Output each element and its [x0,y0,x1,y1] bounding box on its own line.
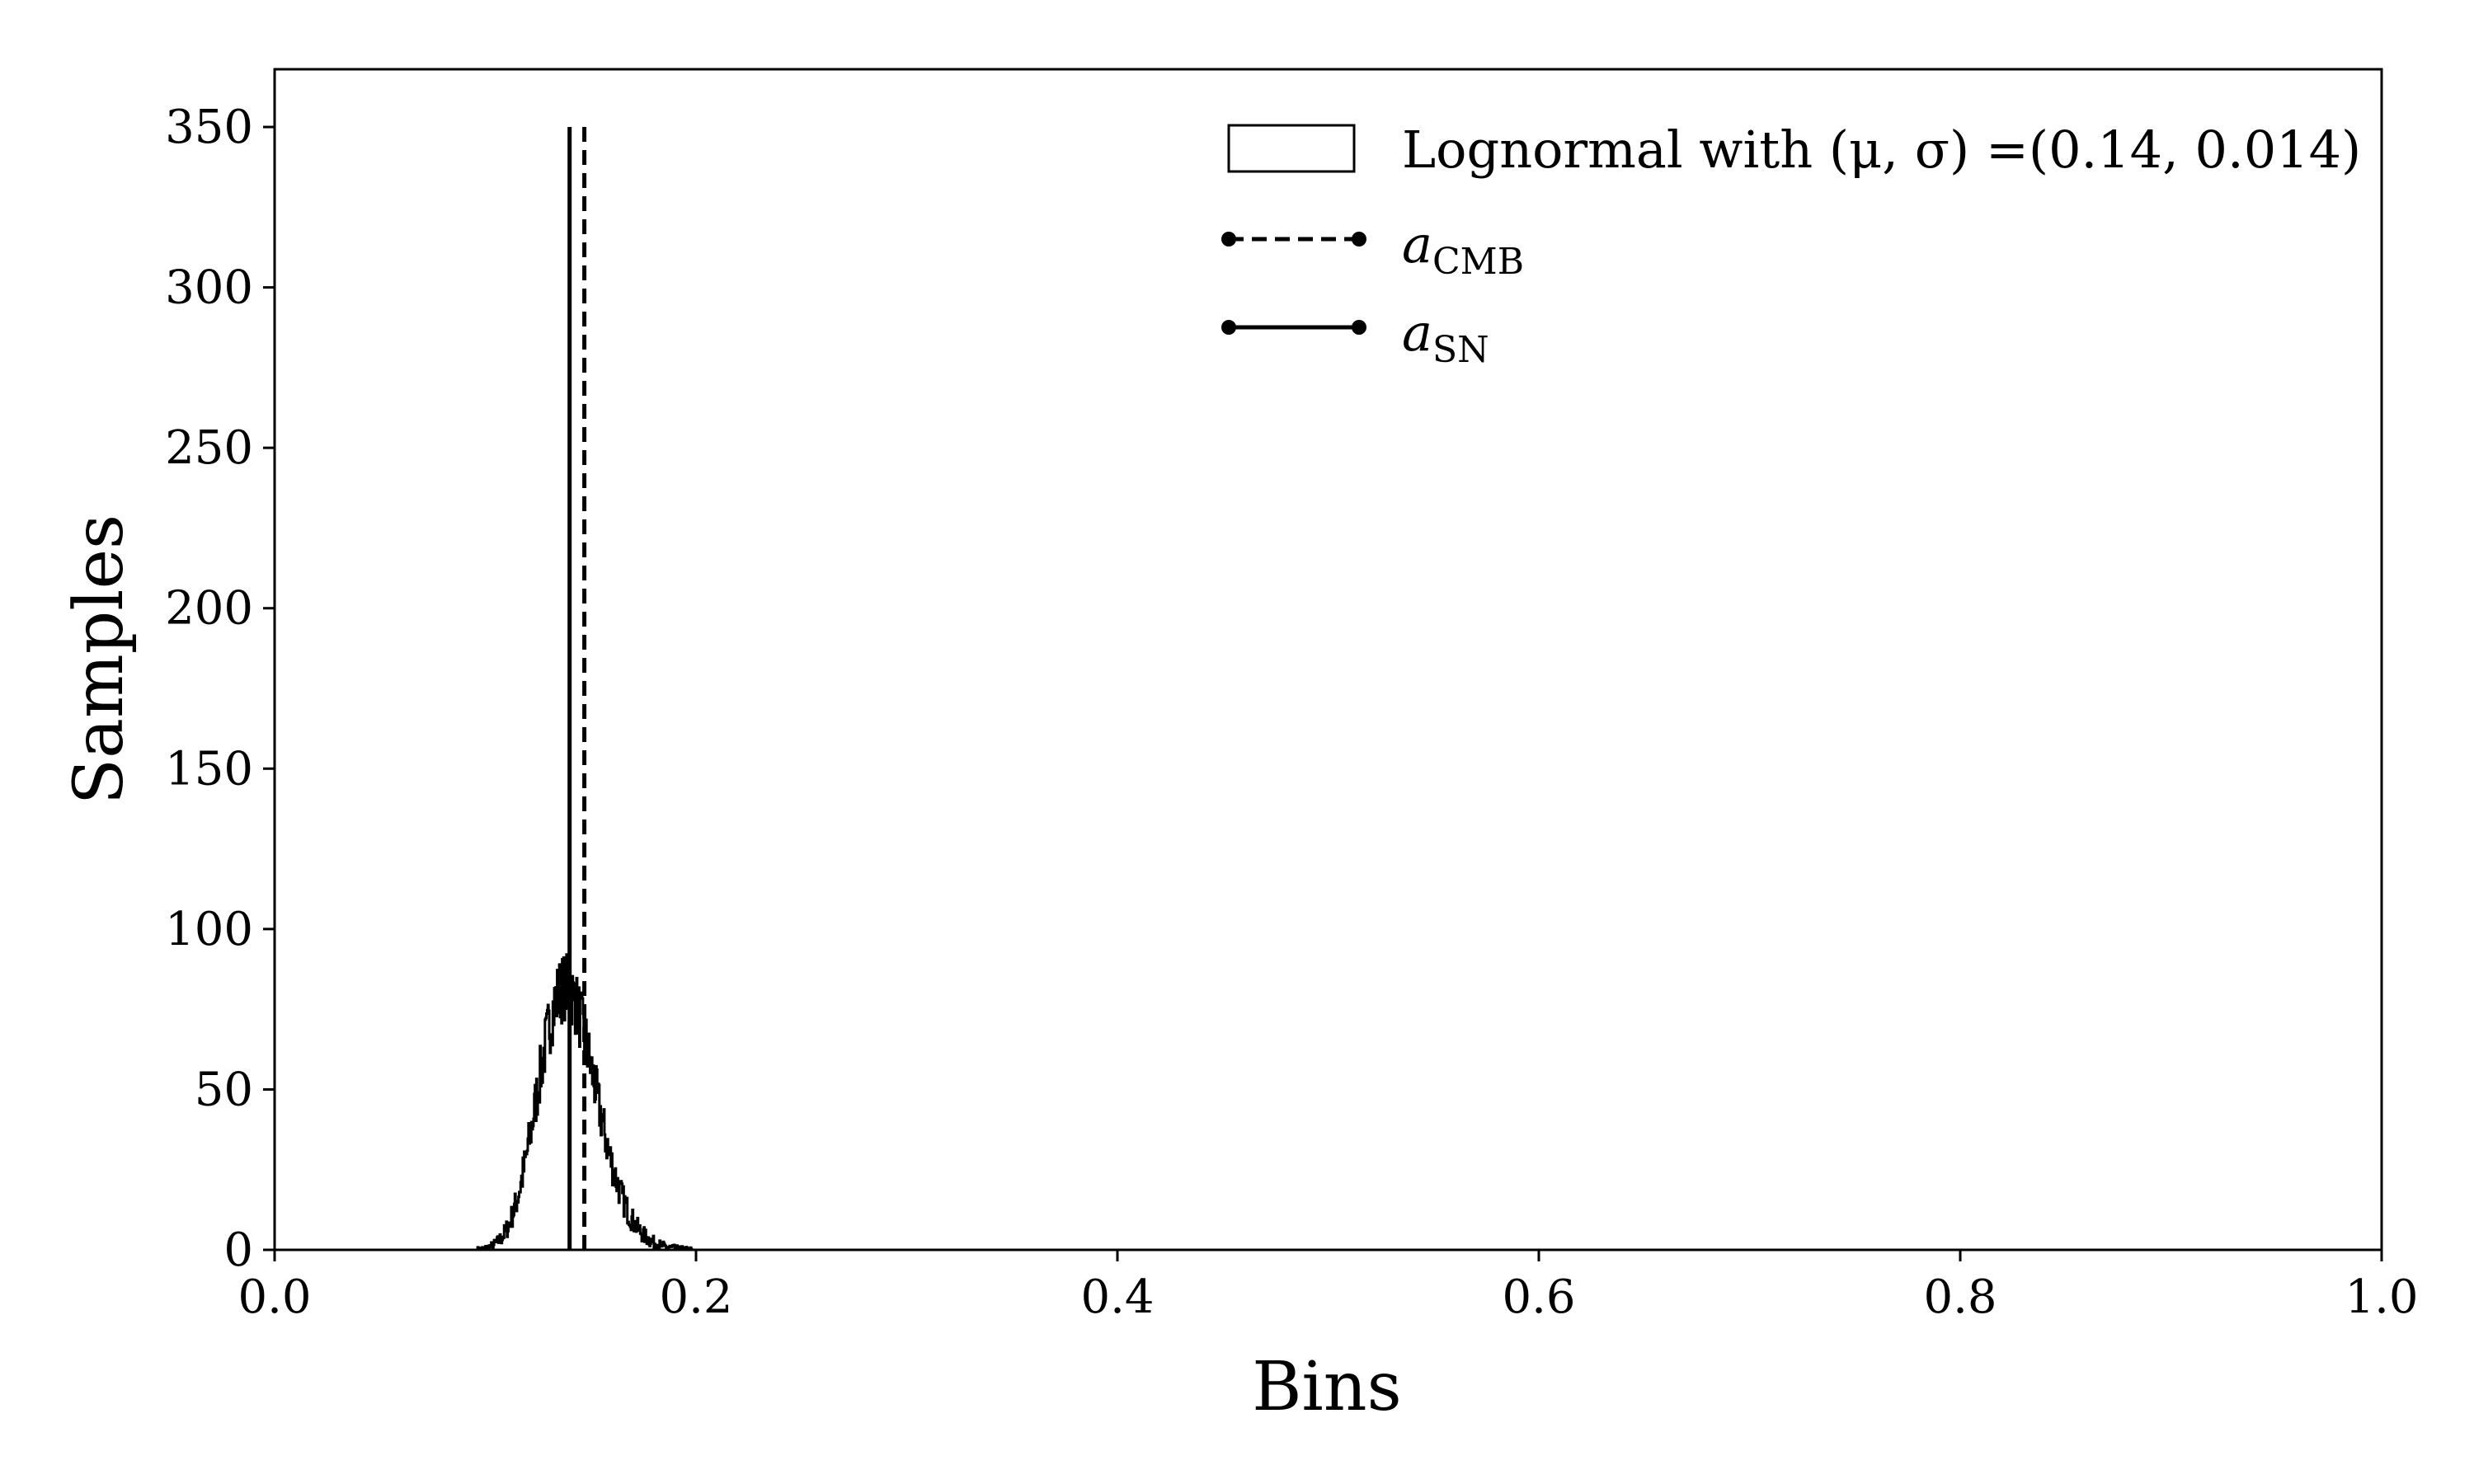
legend-histogram-swatch [1227,124,1356,173]
x-axis-title: Bins [1252,1348,1401,1426]
x-tick-label-0: 0.0 [238,1270,311,1324]
plot-frame [273,68,2383,1252]
legend-sn-marker-left [1221,320,1236,335]
y-tick-label-4: 200 [165,582,253,636]
x-tick-label-1: 0.2 [659,1270,732,1324]
legend-cmb-marker-right [1352,232,1366,247]
axis-ticks: 0.0 0.2 0.4 0.6 0.8 1.0 0 50 100 150 200 250 300 350 [165,101,2418,1324]
y-tick-label-0: 0 [223,1223,253,1277]
y-tick-label-3: 150 [165,742,253,796]
legend-cmb-label: aCMB [1402,214,1524,283]
x-tick-label-3: 0.6 [1502,1270,1575,1324]
x-tick-label-4: 0.8 [1923,1270,1997,1324]
x-tick-label-2: 0.4 [1080,1270,1154,1324]
plot-marks [476,127,694,1252]
y-tick-label-6: 300 [165,261,253,315]
legend-cmb-marker-left [1221,232,1236,247]
legend-cmb-base: a [1402,214,1432,275]
y-tick-label-5: 250 [165,421,253,475]
x-tick-label-5: 1.0 [2345,1270,2418,1324]
y-tick-label-1: 50 [195,1063,253,1116]
y-axis-title: Samples [60,514,139,805]
y-tick-label-2: 100 [165,903,253,956]
legend-sn-sub: SN [1432,329,1489,371]
legend-sn-label: aSN [1402,303,1489,371]
legend-cmb-sub: CMB [1432,241,1524,283]
legend-histogram-label: Lognormal with (μ, σ) =(0.14, 0.014) [1402,120,2361,180]
legend-sn-base: a [1402,303,1432,363]
legend: Lognormal with (μ, σ) =(0.14, 0.014) aCM… [1221,120,2361,371]
y-tick-label-7: 350 [165,101,253,154]
legend-sn-marker-right [1352,320,1366,335]
